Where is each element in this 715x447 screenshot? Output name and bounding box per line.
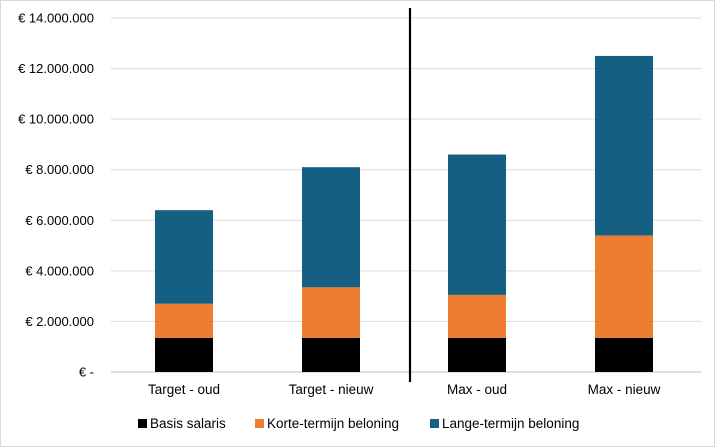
legend-label: Lange-termijn beloning xyxy=(442,416,579,431)
bar-segment-lange-termijn-beloning xyxy=(155,210,213,304)
bar-segment-korte-termijn-beloning xyxy=(448,294,506,338)
bar-segment-korte-termijn-beloning xyxy=(595,235,653,338)
legend-swatch xyxy=(138,419,147,428)
bar-segment-lange-termijn-beloning xyxy=(302,167,360,288)
y-tick-label: € 12.000.000 xyxy=(18,61,94,76)
y-tick-label: € - xyxy=(79,365,94,380)
bar-segment-basis-salaris xyxy=(448,337,506,372)
bar-segment-korte-termijn-beloning xyxy=(155,303,213,338)
bar-segment-lange-termijn-beloning xyxy=(448,154,506,295)
legend-label: Korte-termijn beloning xyxy=(267,416,399,431)
legend-swatch xyxy=(255,419,264,428)
y-tick-label: € 6.000.000 xyxy=(25,213,94,228)
bar-segment-lange-termijn-beloning xyxy=(595,55,653,236)
legend: Basis salaris Korte-termijn beloning Lange… xyxy=(138,416,579,431)
x-category-label: Max - nieuw xyxy=(588,382,661,397)
legend-label: Basis salaris xyxy=(150,416,226,431)
y-axis: € - € 2.000.000 € 4.000.000 € 6.000.000 € 8.… xyxy=(18,11,94,380)
y-tick-label: € 14.000.000 xyxy=(18,11,94,26)
legend-swatch xyxy=(430,419,439,428)
x-axis-labels: Target - oud Target - nieuw Max - oud Max -… xyxy=(148,382,661,397)
bar-segment-basis-salaris xyxy=(595,337,653,372)
bar-segment-basis-salaris xyxy=(302,337,360,372)
bars xyxy=(155,55,653,372)
bar-segment-korte-termijn-beloning xyxy=(302,287,360,338)
y-tick-label: € 10.000.000 xyxy=(18,112,94,127)
y-tick-label: € 2.000.000 xyxy=(25,314,94,329)
bar-segment-basis-salaris xyxy=(155,337,213,372)
x-category-label: Target - oud xyxy=(148,382,220,397)
x-category-label: Target - nieuw xyxy=(289,382,374,397)
y-tick-label: € 8.000.000 xyxy=(25,162,94,177)
x-category-label: Max - oud xyxy=(447,382,507,397)
y-tick-label: € 4.000.000 xyxy=(25,263,94,278)
